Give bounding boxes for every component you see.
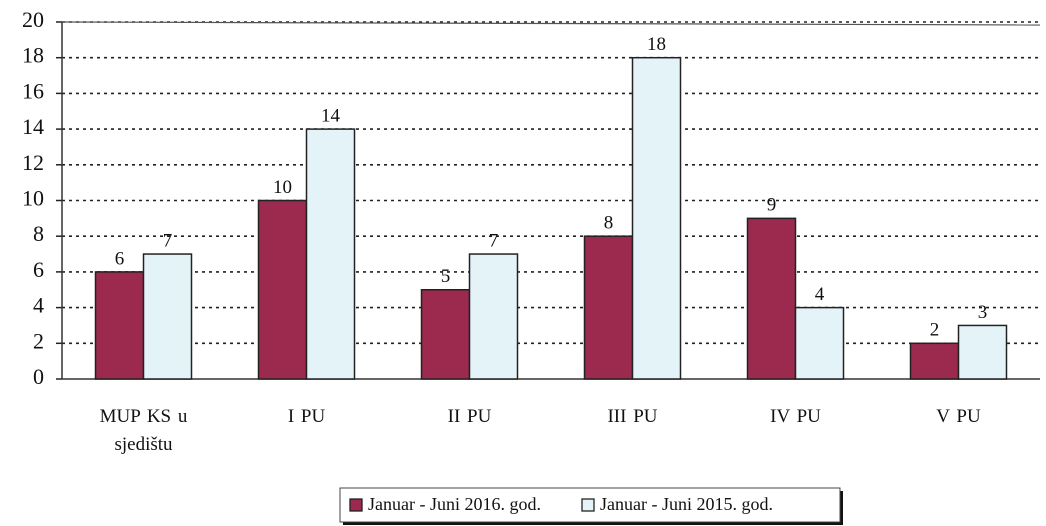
bar (142, 253, 193, 380)
y-tick-label: 0 (33, 364, 44, 389)
x-tick-label: II PU (447, 406, 492, 427)
bar (631, 56, 682, 380)
legend-swatch (349, 498, 363, 512)
bar (746, 217, 797, 380)
legend-label: Januar - Juni 2016. god. (368, 494, 541, 514)
y-tick-label: 2 (33, 328, 44, 353)
x-tick-label: IV PU (770, 406, 821, 427)
x-tick-label: I PU (287, 406, 326, 427)
bar (420, 289, 471, 380)
data-label: 2 (930, 320, 940, 341)
bar (909, 342, 960, 380)
data-label: 8 (604, 213, 614, 234)
y-tick-label: 10 (22, 186, 44, 211)
y-tick-label: 12 (22, 150, 44, 175)
data-label: 18 (647, 34, 666, 55)
y-tick-label: 8 (33, 221, 44, 246)
x-tick-label: III PU (607, 406, 658, 427)
x-tick-label: MUP KS u sjedištu (99, 406, 188, 455)
y-tick-label: 16 (22, 78, 44, 103)
data-label: 7 (163, 230, 173, 251)
legend-label: Januar - Juni 2015. god. (600, 494, 773, 514)
data-label: 3 (978, 302, 988, 323)
data-label: 5 (441, 266, 451, 287)
plot-top (61, 21, 1041, 26)
y-tick-label: 14 (22, 114, 44, 139)
legend-swatch (581, 498, 595, 512)
data-label: 10 (273, 177, 292, 198)
x-tick-label: V PU (936, 406, 981, 427)
data-label: 7 (489, 230, 499, 251)
data-label: 6 (115, 248, 125, 269)
bar (957, 324, 1008, 380)
bar (468, 253, 519, 380)
data-label: 9 (767, 195, 777, 216)
data-label: 4 (815, 284, 825, 305)
y-tick-label: 6 (33, 257, 44, 282)
y-tick-label: 18 (22, 43, 44, 68)
y-tick-label: 4 (33, 293, 44, 318)
bar (794, 306, 845, 380)
data-label: 14 (321, 105, 341, 126)
bar (94, 271, 145, 380)
bar (305, 128, 356, 380)
y-tick-label: 20 (22, 7, 44, 32)
bar (583, 235, 634, 380)
bar (257, 199, 308, 380)
